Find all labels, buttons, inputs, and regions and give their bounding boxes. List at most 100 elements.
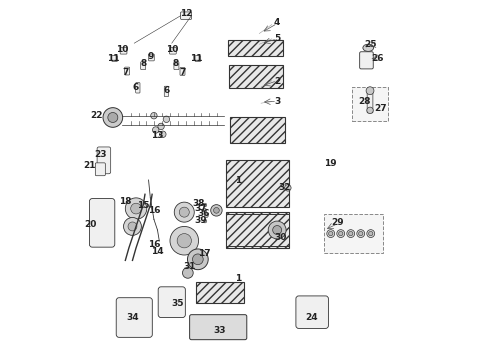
FancyBboxPatch shape — [136, 83, 140, 93]
Ellipse shape — [160, 131, 166, 138]
Ellipse shape — [329, 231, 333, 236]
FancyBboxPatch shape — [116, 298, 152, 337]
FancyBboxPatch shape — [190, 315, 247, 340]
Ellipse shape — [177, 234, 192, 248]
Ellipse shape — [367, 230, 375, 238]
Ellipse shape — [268, 221, 286, 239]
Text: 20: 20 — [84, 220, 97, 229]
Ellipse shape — [179, 207, 189, 217]
Text: 17: 17 — [197, 249, 210, 258]
Text: 37: 37 — [194, 204, 207, 213]
Text: 8: 8 — [140, 59, 147, 68]
Text: 3: 3 — [274, 97, 280, 106]
Ellipse shape — [367, 107, 373, 113]
Text: 5: 5 — [274, 35, 280, 44]
Ellipse shape — [272, 226, 282, 234]
Text: 6: 6 — [163, 86, 170, 95]
Text: 9: 9 — [147, 52, 153, 61]
Text: 14: 14 — [151, 247, 164, 256]
FancyBboxPatch shape — [97, 147, 111, 174]
FancyBboxPatch shape — [90, 199, 115, 247]
Text: 28: 28 — [358, 97, 371, 106]
Text: 31: 31 — [183, 262, 196, 271]
FancyBboxPatch shape — [180, 12, 192, 19]
Ellipse shape — [327, 230, 335, 238]
Text: 10: 10 — [166, 45, 178, 54]
FancyBboxPatch shape — [158, 287, 185, 318]
Text: 16: 16 — [147, 206, 160, 215]
FancyBboxPatch shape — [112, 56, 118, 62]
Ellipse shape — [211, 204, 222, 216]
Text: 24: 24 — [305, 313, 318, 322]
FancyBboxPatch shape — [96, 163, 105, 176]
Bar — [226, 214, 289, 246]
Text: 6: 6 — [133, 83, 139, 92]
FancyBboxPatch shape — [141, 62, 146, 69]
Ellipse shape — [174, 202, 194, 222]
Text: 34: 34 — [126, 313, 139, 322]
FancyBboxPatch shape — [164, 86, 169, 96]
Text: 25: 25 — [364, 40, 376, 49]
Text: 13: 13 — [151, 131, 164, 140]
FancyBboxPatch shape — [296, 296, 328, 328]
Ellipse shape — [366, 87, 374, 95]
Text: 35: 35 — [171, 299, 183, 308]
Ellipse shape — [163, 116, 170, 122]
Text: 12: 12 — [180, 9, 192, 18]
FancyBboxPatch shape — [124, 67, 130, 75]
Ellipse shape — [348, 231, 353, 236]
Text: 7: 7 — [122, 68, 128, 77]
FancyBboxPatch shape — [148, 54, 154, 61]
Ellipse shape — [285, 185, 291, 191]
Ellipse shape — [151, 112, 157, 119]
Ellipse shape — [188, 249, 208, 270]
Text: 15: 15 — [137, 201, 149, 210]
Text: 39: 39 — [194, 216, 207, 225]
Text: 29: 29 — [332, 219, 344, 228]
Ellipse shape — [108, 112, 118, 122]
Text: 26: 26 — [371, 54, 383, 63]
FancyBboxPatch shape — [174, 62, 179, 69]
Text: 21: 21 — [83, 161, 96, 170]
Text: 1: 1 — [235, 274, 241, 283]
Ellipse shape — [214, 207, 220, 213]
Text: 18: 18 — [119, 197, 132, 206]
Bar — [229, 65, 283, 88]
Ellipse shape — [182, 267, 193, 278]
Ellipse shape — [203, 219, 207, 223]
Ellipse shape — [359, 231, 363, 236]
FancyBboxPatch shape — [195, 56, 201, 62]
Ellipse shape — [152, 127, 159, 133]
Text: 32: 32 — [278, 183, 291, 192]
Ellipse shape — [363, 44, 373, 51]
Ellipse shape — [170, 226, 198, 255]
Bar — [228, 40, 283, 56]
Text: 30: 30 — [274, 233, 287, 242]
Bar — [226, 160, 289, 207]
Text: 19: 19 — [324, 159, 337, 168]
Ellipse shape — [125, 198, 147, 219]
FancyBboxPatch shape — [180, 67, 185, 75]
FancyBboxPatch shape — [170, 47, 176, 54]
Text: 23: 23 — [94, 150, 107, 159]
Ellipse shape — [123, 217, 142, 235]
Text: 11: 11 — [191, 54, 203, 63]
Ellipse shape — [337, 230, 344, 238]
Ellipse shape — [203, 203, 207, 207]
Bar — [226, 212, 289, 248]
Bar — [323, 214, 383, 253]
Text: 11: 11 — [107, 54, 119, 63]
Ellipse shape — [103, 108, 122, 127]
Ellipse shape — [193, 254, 203, 265]
Bar — [352, 87, 388, 121]
Text: 16: 16 — [147, 240, 160, 249]
Ellipse shape — [347, 230, 355, 238]
Ellipse shape — [339, 231, 343, 236]
Ellipse shape — [158, 123, 164, 130]
Text: 33: 33 — [214, 325, 226, 334]
Ellipse shape — [128, 222, 137, 231]
Text: 2: 2 — [274, 77, 280, 86]
Bar — [230, 117, 285, 143]
Text: 7: 7 — [179, 68, 186, 77]
FancyBboxPatch shape — [367, 90, 373, 113]
